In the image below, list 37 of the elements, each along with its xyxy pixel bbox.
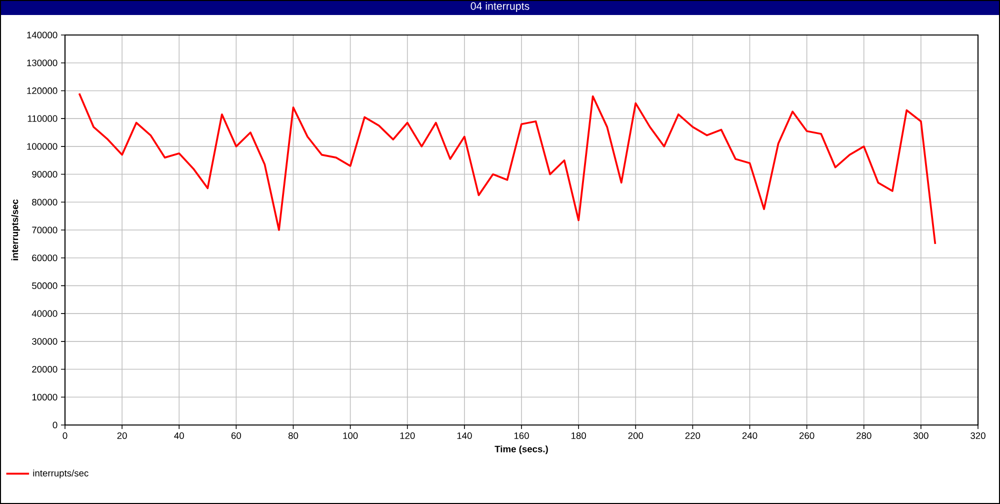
x-tick-label: 200 bbox=[628, 432, 644, 439]
x-tick-label: 100 bbox=[343, 432, 358, 439]
y-tick-label: 60000 bbox=[32, 254, 58, 262]
y-tick-label: 80000 bbox=[32, 198, 58, 206]
y-tick-label: 140000 bbox=[27, 32, 58, 38]
y-tick-label: 50000 bbox=[32, 282, 58, 290]
y-tick-label: 20000 bbox=[32, 366, 58, 373]
y-tick-label: 130000 bbox=[27, 60, 58, 66]
x-tick-label: 120 bbox=[400, 432, 415, 439]
y-tick-label: 0 bbox=[52, 422, 58, 428]
y-tick-label: 10000 bbox=[32, 394, 58, 400]
x-tick-label: 60 bbox=[231, 432, 242, 439]
y-tick-label: 110000 bbox=[28, 115, 58, 122]
y-tick-label: 30000 bbox=[32, 338, 58, 345]
x-tick-label: 220 bbox=[685, 432, 700, 439]
x-tick-label: 280 bbox=[856, 432, 872, 439]
x-axis-title: Time (secs.) bbox=[494, 445, 548, 454]
y-tick-label: 70000 bbox=[32, 226, 58, 234]
chart-title: 04 interrupts bbox=[470, 2, 530, 12]
line-series bbox=[78, 92, 936, 245]
x-tick-label: 320 bbox=[970, 432, 986, 439]
x-tick-label: 40 bbox=[174, 432, 184, 439]
y-axis-title: interrupts/sec bbox=[11, 199, 20, 260]
x-tick-label: 260 bbox=[799, 432, 814, 439]
x-tick-label: 240 bbox=[742, 432, 758, 439]
legend-label: interrupts/sec bbox=[33, 470, 88, 478]
y-tick-label: 90000 bbox=[32, 170, 58, 178]
x-tick-label: 20 bbox=[117, 432, 127, 439]
y-tick-label: 100000 bbox=[27, 143, 58, 150]
y-tick-label: 120000 bbox=[27, 87, 58, 94]
x-tick-label: 140 bbox=[457, 432, 472, 439]
x-tick-label: 160 bbox=[514, 432, 529, 439]
x-tick-label: 0 bbox=[62, 432, 68, 439]
y-tick-label: 40000 bbox=[32, 310, 58, 317]
x-tick-label: 300 bbox=[914, 432, 928, 439]
x-tick-label: 80 bbox=[288, 432, 298, 439]
x-tick-label: 180 bbox=[571, 432, 586, 439]
